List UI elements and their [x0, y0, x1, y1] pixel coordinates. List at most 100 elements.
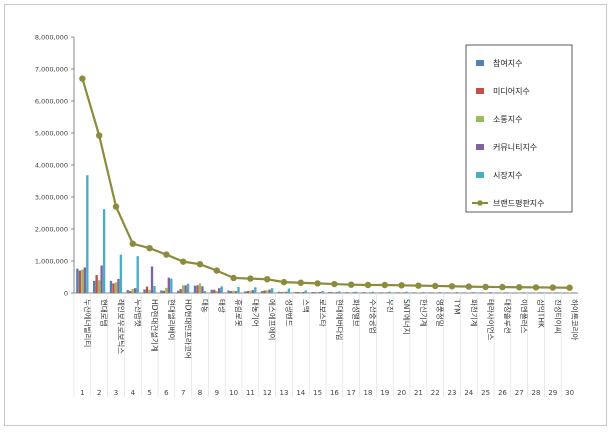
x-rank-label: 14: [296, 389, 305, 397]
bar: [201, 286, 204, 293]
x-category-label: 영풍정밀: [436, 299, 446, 327]
x-category-label: 레인보우로보틱스: [117, 299, 127, 354]
bar: [119, 254, 123, 293]
x-rank-label: 3: [114, 389, 118, 397]
brand-index-point: [566, 284, 573, 291]
bar: [344, 292, 348, 293]
x-category-label: 휴림로봇: [234, 299, 243, 327]
x-category-label: 로보스타: [318, 299, 327, 327]
bar: [371, 291, 375, 293]
x-rank-label: 12: [263, 389, 272, 397]
bar: [532, 292, 535, 294]
bar: [153, 285, 156, 293]
x-rank-label: 13: [280, 389, 289, 397]
bar: [249, 290, 252, 293]
bar: [546, 292, 549, 294]
y-tick-label: 6,000,000: [35, 98, 68, 106]
x-category-label: 현대에버다임: [335, 299, 345, 340]
bar: [109, 280, 113, 293]
x-category-label: 성광벤드: [285, 299, 295, 327]
bar: [517, 292, 521, 294]
x-category-label: 화성밸브: [352, 299, 361, 327]
x-rank-label: 18: [364, 389, 373, 397]
bar: [333, 292, 336, 293]
x-category-label: 대창솔루션: [503, 299, 513, 334]
legend-line-marker: [477, 200, 483, 206]
bar: [102, 209, 106, 293]
bar: [489, 292, 492, 293]
bar: [136, 256, 139, 293]
x-category-label: SNT에너지: [402, 299, 412, 335]
x-category-label: HD현대인프라코어: [184, 299, 194, 359]
bar: [92, 280, 96, 293]
brand-index-point: [448, 283, 456, 290]
x-rank-label: 1: [80, 389, 84, 397]
bar: [232, 290, 235, 293]
bar: [366, 292, 370, 293]
bar: [433, 292, 437, 294]
x-rank-label: 22: [431, 389, 440, 397]
bar: [78, 270, 82, 293]
bar: [414, 292, 418, 294]
bar: [251, 290, 254, 293]
brand-index-point: [314, 280, 321, 287]
x-rank-label: 30: [565, 389, 574, 397]
legend-label: 시장지수: [493, 170, 522, 180]
bar: [395, 292, 398, 293]
bar: [503, 292, 506, 294]
y-tick-label: 2,000,000: [35, 226, 68, 234]
bar: [388, 291, 391, 293]
brand-index-point: [112, 203, 120, 210]
bar: [412, 292, 415, 293]
bar: [563, 292, 566, 294]
brand-index-point: [213, 267, 220, 274]
legend-label: 미디어지수: [493, 86, 530, 96]
bar: [354, 291, 358, 293]
brand-index-point: [465, 283, 472, 290]
bar: [299, 292, 302, 293]
x-rank-label: 5: [147, 389, 151, 397]
bar: [422, 292, 425, 293]
bar: [129, 291, 132, 293]
bar: [186, 283, 190, 293]
bar: [176, 290, 180, 293]
x-rank-label: 24: [464, 389, 473, 397]
y-tick-label: 7,000,000: [35, 66, 68, 74]
bar: [419, 292, 422, 294]
line-layer: [79, 75, 573, 291]
bar: [126, 290, 129, 293]
bar: [479, 292, 482, 293]
x-category-label: 삼익THK: [537, 299, 547, 329]
brand-index-point: [247, 275, 254, 282]
bar: [556, 292, 559, 293]
legend-label: 브랜드평판지수: [493, 198, 545, 208]
bar: [448, 292, 451, 294]
x-category-label: 두산에너빌리티: [83, 299, 93, 347]
bar: [481, 292, 485, 294]
bar: [280, 292, 283, 293]
x-category-label: 이엔플러스: [520, 299, 530, 334]
bar: [304, 290, 307, 293]
brand-index-point: [79, 75, 86, 82]
x-category-label: 현대로템: [100, 299, 110, 327]
brand-index-point: [364, 281, 372, 289]
y-tick-label: 8,000,000: [35, 34, 68, 42]
bar: [181, 285, 185, 293]
bar: [215, 291, 218, 293]
bar: [184, 285, 187, 293]
bar: [501, 292, 504, 294]
bar: [405, 291, 408, 293]
x-rank-label: 16: [330, 389, 339, 397]
y-tick-label: 5,000,000: [35, 130, 68, 138]
bar: [265, 290, 269, 293]
bar: [254, 287, 257, 293]
bar: [450, 292, 454, 294]
bar: [486, 292, 490, 294]
x-category-label: 두산밥캣: [133, 299, 143, 327]
bar: [148, 289, 151, 293]
x-rank-label: 21: [414, 389, 423, 397]
legend-label: 소통지수: [493, 115, 522, 124]
bar: [361, 292, 365, 293]
brand-index-point: [348, 281, 355, 288]
